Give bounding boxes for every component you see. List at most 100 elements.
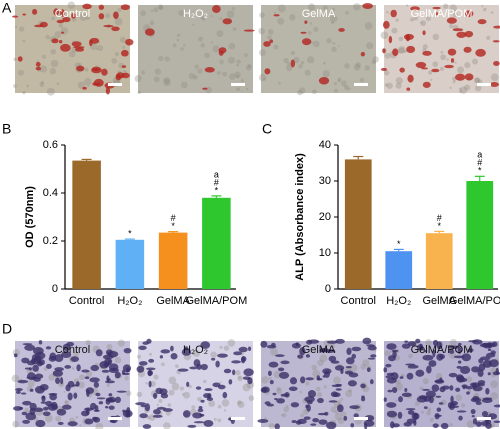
texture [210, 14, 213, 18]
stain [467, 340, 479, 343]
stain [43, 406, 49, 411]
texture [309, 22, 313, 25]
texture [283, 406, 290, 413]
stain [15, 388, 23, 392]
texture [75, 415, 79, 419]
stain [492, 40, 500, 43]
stain [200, 363, 208, 371]
stain [84, 418, 94, 425]
texture [319, 354, 328, 363]
texture [60, 27, 69, 35]
bar [202, 197, 231, 289]
significance-marker: a [214, 169, 219, 179]
texture [449, 4, 457, 12]
texture [85, 15, 91, 21]
stain [138, 361, 148, 366]
texture [464, 84, 471, 91]
texture [477, 79, 483, 84]
stain [493, 404, 500, 408]
stain [362, 2, 373, 10]
panel-label: A [2, 0, 12, 16]
stain [432, 423, 439, 428]
stain [231, 360, 241, 364]
stain [460, 366, 471, 375]
stain [447, 48, 457, 56]
stain [184, 346, 188, 351]
significance-marker: # [437, 213, 442, 223]
texture [236, 59, 241, 64]
stain [122, 372, 130, 376]
texture [180, 47, 184, 51]
texture [330, 20, 335, 25]
texture [228, 73, 236, 80]
stain [274, 423, 280, 429]
micrograph: H₂O₂ [135, 338, 255, 429]
texture [289, 14, 296, 21]
stain [45, 400, 53, 407]
texture [22, 39, 26, 43]
stain [432, 6, 441, 10]
scale-bar [231, 83, 245, 86]
texture [349, 364, 358, 372]
texture [111, 57, 118, 64]
stain [138, 345, 147, 351]
stain [278, 371, 290, 379]
stain [455, 387, 461, 392]
stain [464, 30, 474, 38]
stain [222, 391, 228, 399]
stain [422, 81, 431, 88]
stain [388, 355, 396, 362]
stain [386, 343, 397, 350]
texture [267, 29, 274, 35]
image-background [138, 5, 253, 93]
stain [73, 46, 85, 49]
stain [455, 73, 466, 81]
stain [17, 56, 23, 62]
stain [435, 414, 442, 417]
stain [123, 348, 132, 354]
texture [114, 356, 122, 364]
texture [125, 390, 132, 397]
panel-label: D [2, 321, 12, 337]
texture [419, 386, 424, 391]
stain [477, 19, 487, 25]
stain [448, 345, 460, 350]
texture [408, 353, 413, 359]
texture [395, 77, 403, 85]
stain [111, 26, 120, 32]
stain [232, 369, 236, 376]
stain [493, 60, 500, 66]
stain [317, 397, 324, 404]
texture [13, 84, 17, 88]
texture [150, 9, 154, 13]
texture [268, 422, 276, 429]
texture [285, 64, 293, 72]
micrograph: GelMA [258, 2, 379, 96]
texture [337, 44, 340, 48]
stain [485, 352, 496, 358]
stain [386, 410, 398, 418]
texture [455, 394, 462, 401]
stain [12, 15, 19, 18]
texture [13, 57, 17, 61]
stain [335, 383, 343, 386]
stain [436, 407, 442, 412]
texture [210, 351, 217, 359]
texture [153, 7, 159, 13]
stain [223, 368, 232, 374]
stain [21, 411, 28, 416]
stain [177, 368, 189, 372]
texture [154, 68, 162, 75]
stain [461, 384, 468, 388]
stain [40, 401, 46, 404]
significance-marker: # [477, 158, 482, 168]
texture [297, 90, 303, 96]
stain [426, 365, 432, 374]
texture [428, 70, 433, 75]
texture [348, 388, 352, 393]
image-label: GelMA [302, 344, 336, 356]
texture [158, 55, 164, 62]
stain [62, 17, 71, 23]
texture [326, 38, 332, 44]
stain [17, 379, 29, 384]
